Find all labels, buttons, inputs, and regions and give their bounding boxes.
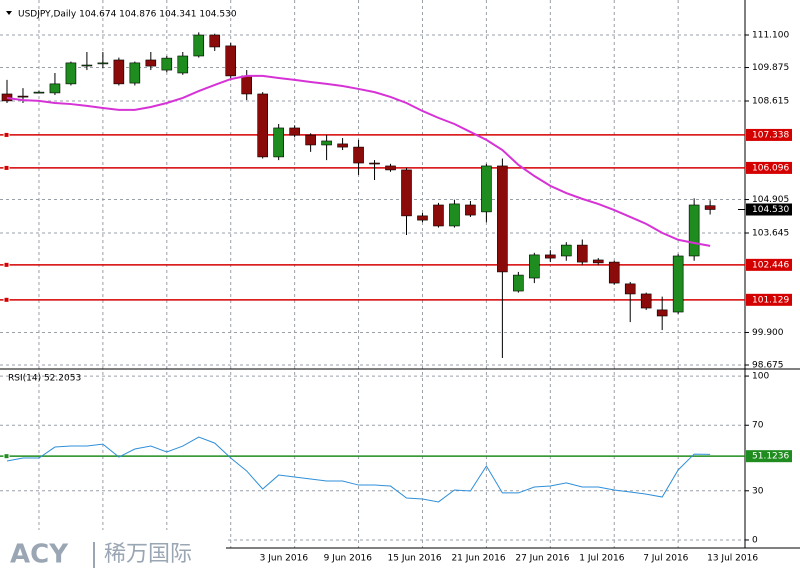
candle-body <box>177 55 189 74</box>
candle-body <box>161 57 173 71</box>
x-tick-label: 7 Jul 2016 <box>643 554 688 564</box>
candle-body <box>49 83 61 94</box>
candle-body <box>337 143 348 148</box>
candle-body <box>17 95 29 98</box>
watermark-name: 稀万国际 <box>104 542 192 567</box>
x-tick-label: 9 Jun 2016 <box>324 554 373 564</box>
candle-body <box>401 169 412 217</box>
y-tick-label: 111.100 <box>752 31 789 41</box>
candle-body <box>624 283 636 295</box>
y-tick-label: 99.900 <box>752 328 784 338</box>
chart-title: USDJPY,Daily 104.674 104.876 104.341 104… <box>18 10 237 20</box>
candle-body <box>129 62 141 84</box>
level-marker <box>3 296 10 303</box>
candle-body <box>369 162 380 165</box>
x-tick-label: 3 Jun 2016 <box>260 554 309 564</box>
level-marker <box>3 131 10 138</box>
level-label: 107.338 <box>752 130 789 140</box>
candle-body <box>193 34 205 57</box>
y-tick-label: 103.645 <box>752 229 789 239</box>
level-marker <box>3 164 10 171</box>
y-tick-label: 109.875 <box>752 63 789 73</box>
candle-body <box>145 59 157 67</box>
candle-body <box>704 205 716 210</box>
menu-arrow <box>6 11 12 15</box>
candle-body <box>560 244 572 257</box>
candle-body <box>608 261 620 284</box>
candle-body <box>33 91 45 94</box>
watermark-brand: ACY <box>10 540 69 570</box>
candle-body <box>449 203 460 227</box>
watermark-box <box>0 530 226 578</box>
level-label: 106.096 <box>752 163 789 173</box>
candle-body <box>241 75 252 95</box>
candle-body <box>672 255 684 313</box>
x-tick-label: 15 Jun 2016 <box>388 554 442 564</box>
last-price-box <box>746 203 792 216</box>
level-label: 51.1236 <box>752 452 789 462</box>
level-label: 101.129 <box>752 295 789 305</box>
candle-body <box>497 165 508 273</box>
x-tick-label: 1 Jul 2016 <box>579 554 624 564</box>
candle-body <box>465 204 476 216</box>
candle-body <box>353 146 364 164</box>
candle-body <box>688 204 700 257</box>
candle-body <box>65 62 77 85</box>
candle-body <box>321 140 332 146</box>
candle-body <box>576 244 588 263</box>
marks: 111.100 109.875 108.615 104.905 103.645 99.90… <box>0 31 792 564</box>
y-tick-label: 98.675 <box>752 360 784 370</box>
x-tick-label: 27 Jun 2016 <box>515 554 569 564</box>
candle-body <box>97 62 109 65</box>
candle-body <box>225 45 237 77</box>
watermark: ACY 稀万国际 <box>0 530 226 578</box>
x-tick-label: 21 Jun 2016 <box>451 554 505 564</box>
candle-body <box>529 254 540 279</box>
level-label-box <box>746 258 792 271</box>
candle-body <box>545 254 556 259</box>
rsi-line <box>6 436 711 503</box>
rsi-title: RSI(14) 52.2053 <box>8 374 81 384</box>
candle-body <box>656 309 668 317</box>
candle-body <box>305 134 316 146</box>
y-tick-label: 100 <box>752 372 769 382</box>
y-tick-label: 108.615 <box>752 97 789 107</box>
candle-body <box>433 204 444 227</box>
level-label-box <box>746 450 792 463</box>
moving-average <box>6 74 711 247</box>
level-label-box <box>746 128 792 141</box>
x-tick-label: 13 Jul 2016 <box>707 554 758 564</box>
candle-body <box>113 59 125 85</box>
candle-body <box>592 259 604 264</box>
last-price-label: 104.530 <box>752 205 789 215</box>
y-tick-label: 70 <box>752 421 764 431</box>
y-tick-label: 30 <box>752 486 764 496</box>
candle-body <box>640 293 652 309</box>
level-label-box <box>746 161 792 174</box>
candle-body <box>273 127 284 158</box>
candle-body <box>385 165 396 171</box>
candle-body <box>209 34 221 48</box>
candle-body <box>1 93 13 102</box>
candle-body <box>289 127 300 136</box>
candle-body <box>481 165 492 213</box>
candle-body <box>417 215 428 221</box>
level-marker <box>3 261 10 268</box>
candle-body <box>257 93 268 158</box>
candle-body <box>81 64 93 67</box>
candle-body <box>513 274 524 292</box>
y-tick-label: 104.905 <box>752 195 789 205</box>
level-marker <box>3 453 10 460</box>
level-label: 102.446 <box>752 260 789 270</box>
y-tick-label: 0 <box>752 535 758 545</box>
level-label-box <box>746 293 792 306</box>
